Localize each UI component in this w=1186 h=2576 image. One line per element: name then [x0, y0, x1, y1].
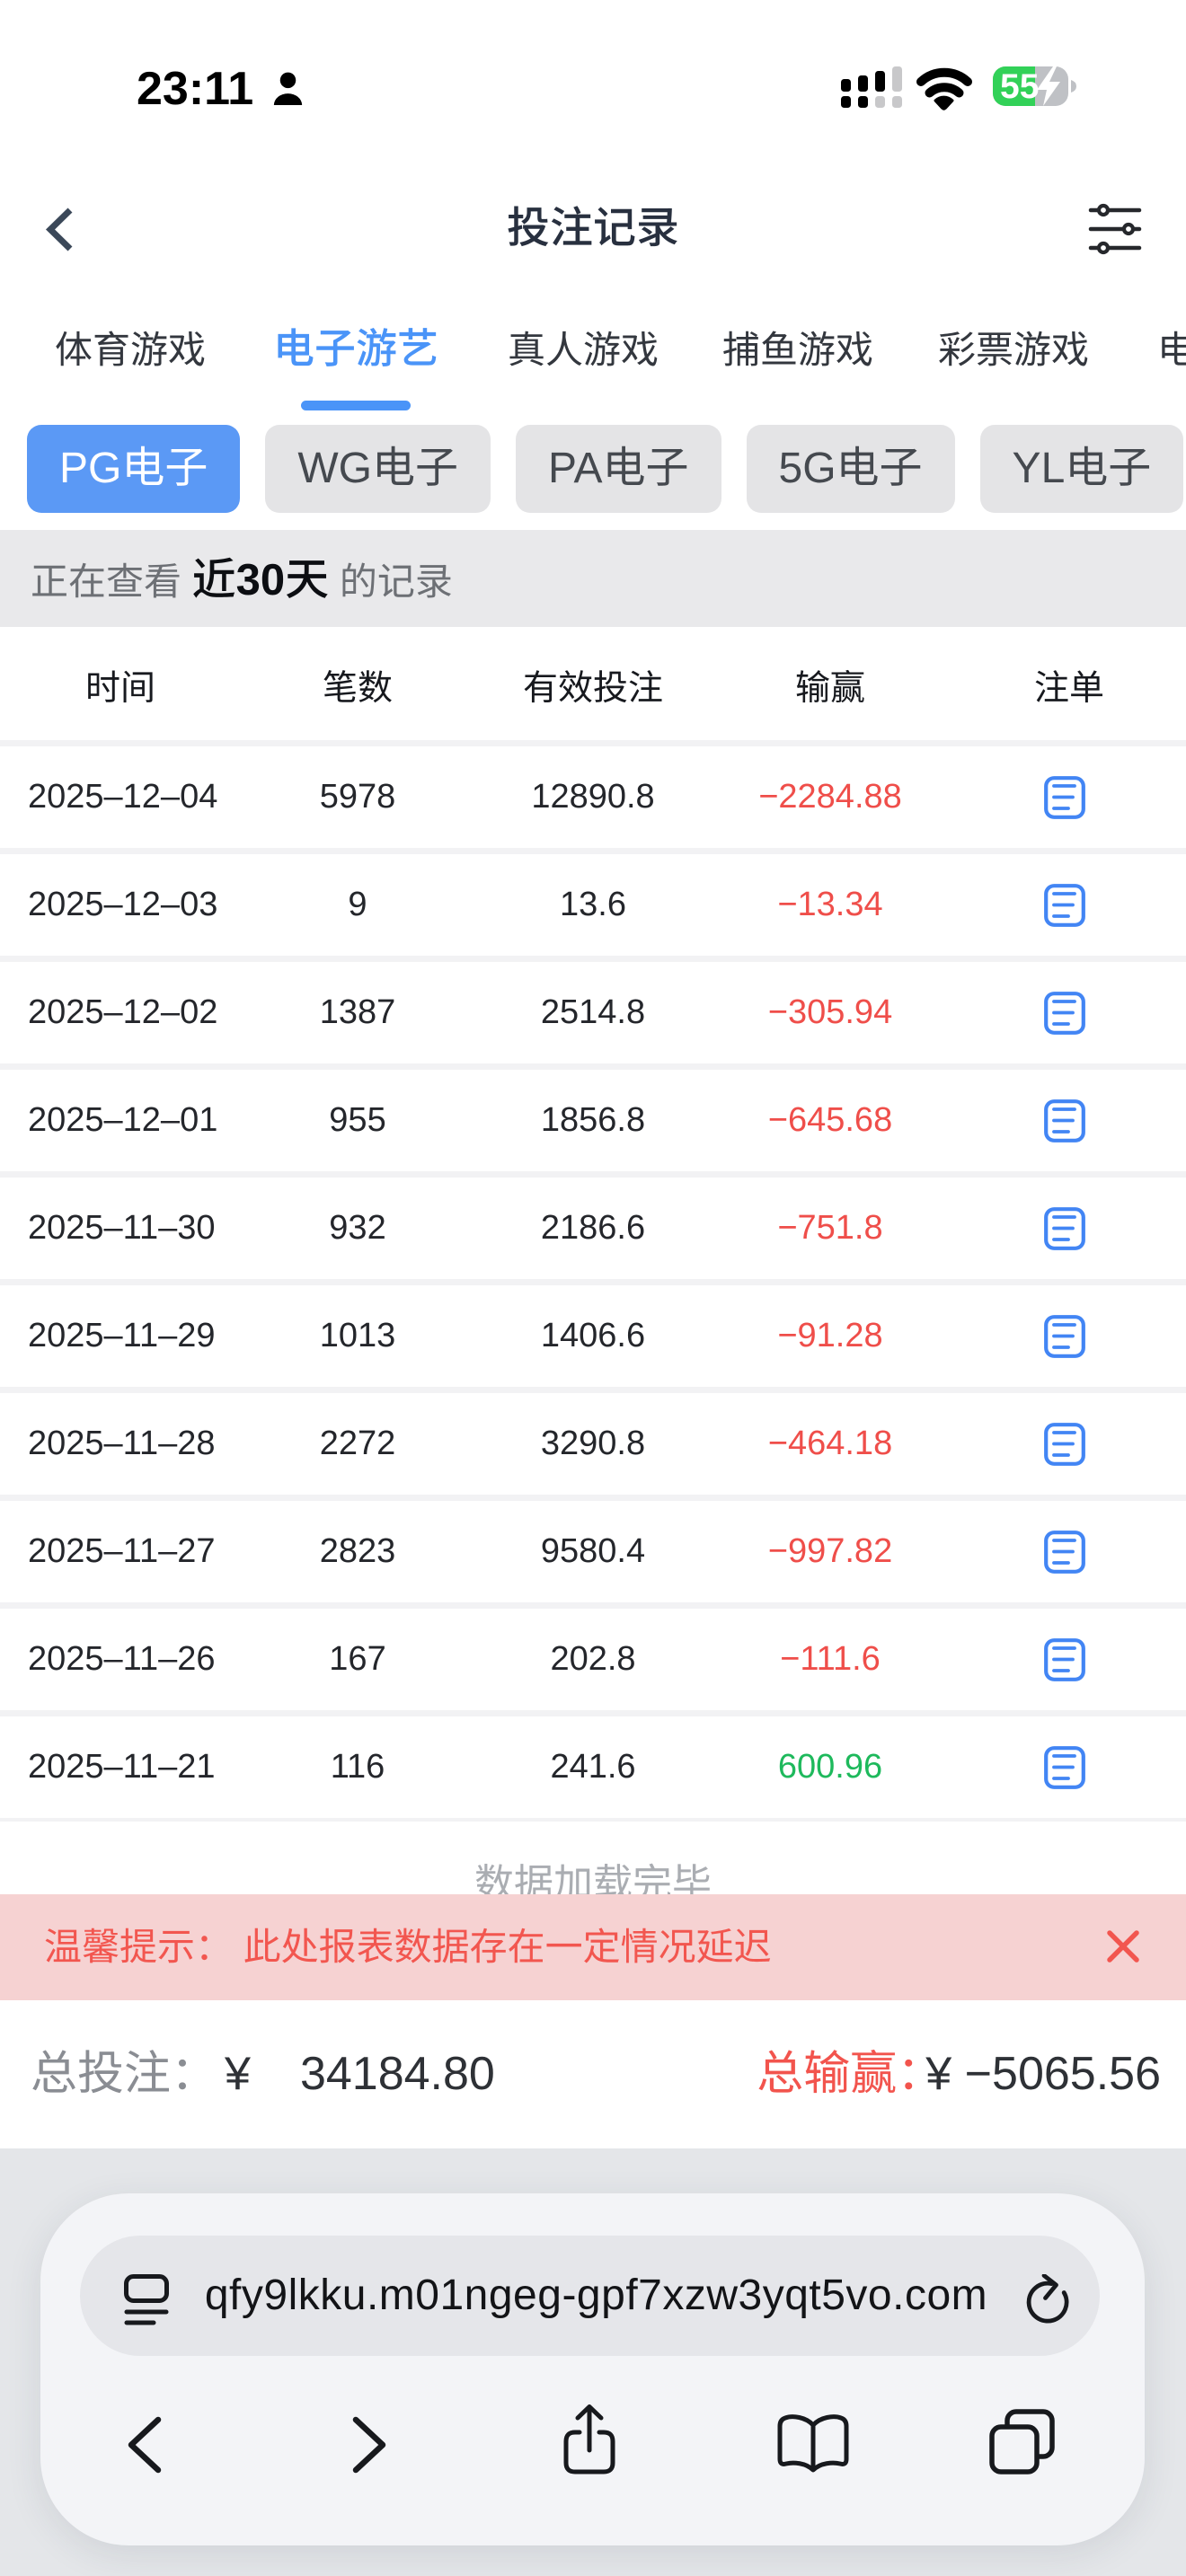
svg-text:55: 55 [1000, 67, 1039, 106]
